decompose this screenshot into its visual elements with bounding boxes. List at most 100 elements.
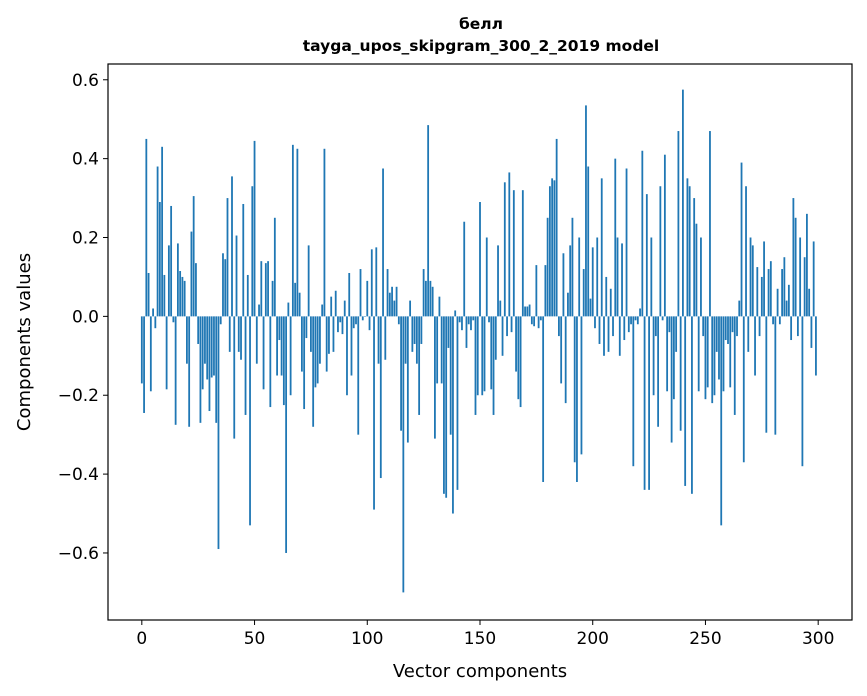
bar-207: [607, 316, 610, 352]
bar-115: [400, 316, 402, 431]
bar-66: [289, 316, 292, 396]
bar-182: [551, 178, 554, 317]
bar-124: [420, 316, 423, 344]
bar-79: [319, 316, 321, 364]
bar-262: [731, 316, 734, 333]
bar-253: [711, 316, 714, 404]
bar-214: [623, 316, 626, 341]
bar-72: [303, 316, 306, 410]
bar-267: [742, 316, 745, 463]
bar-200: [591, 247, 594, 317]
bar-89: [341, 316, 344, 335]
bar-168: [519, 316, 522, 408]
chart-subtitle: tayga_upos_skipgram_300_2_2019 model: [303, 37, 660, 55]
bar-7: [156, 166, 159, 317]
bar-165: [512, 190, 515, 317]
bar-157: [494, 316, 497, 360]
bar-57: [269, 316, 272, 408]
bar-86: [334, 290, 337, 317]
bar-205: [603, 316, 605, 356]
bar-141: [458, 316, 461, 323]
bar-193: [576, 316, 578, 482]
bar-73: [305, 316, 308, 339]
bar-62: [280, 316, 283, 376]
bar-178: [542, 316, 545, 482]
bar-261: [729, 316, 732, 388]
bar-98: [361, 316, 364, 321]
bar-11: [165, 316, 168, 390]
bar-176: [537, 316, 540, 329]
y-axis-label: Components values: [14, 253, 35, 431]
bar-212: [618, 316, 621, 356]
bar-8: [158, 202, 161, 317]
x-tick-label-150: 150: [464, 629, 496, 649]
bar-63: [282, 316, 285, 406]
bar-44: [240, 316, 242, 360]
bar-179: [544, 265, 547, 317]
bar-32: [213, 316, 215, 376]
bar-224: [645, 194, 648, 317]
bar-236: [672, 316, 675, 400]
bar-68: [294, 282, 297, 317]
bar-284: [781, 269, 784, 317]
bar-276: [763, 241, 765, 317]
bar-285: [783, 257, 786, 317]
bar-111: [391, 286, 393, 317]
bar-0: [140, 316, 143, 384]
bar-241: [684, 316, 687, 486]
bar-25: [197, 316, 200, 344]
bar-225: [648, 316, 650, 490]
bar-26: [199, 316, 202, 423]
bar-245: [693, 198, 696, 317]
bar-19: [183, 280, 186, 317]
bar-41: [233, 316, 236, 439]
bar-12: [167, 245, 170, 317]
bar-151: [481, 316, 484, 396]
bar-51: [255, 316, 258, 364]
bar-82: [325, 316, 328, 372]
bar-296: [808, 288, 811, 317]
bar-189: [567, 292, 569, 317]
bar-137: [449, 316, 452, 435]
bar-91: [346, 316, 348, 396]
bar-167: [517, 316, 520, 400]
bar-260: [727, 316, 729, 344]
bar-254: [713, 316, 716, 396]
y-tick-label-0: −0.6: [58, 544, 99, 564]
bar-298: [812, 241, 815, 317]
bar-149: [476, 316, 479, 396]
bar-156: [492, 316, 495, 415]
plot-frame: [107, 63, 853, 621]
bar-61: [278, 316, 281, 341]
bar-242: [686, 178, 689, 317]
bar-209: [612, 316, 614, 337]
bar-194: [578, 237, 581, 317]
bar-109: [386, 269, 389, 317]
bar-240: [682, 89, 684, 317]
bar-180: [546, 217, 549, 317]
bar-99: [364, 316, 366, 317]
bar-270: [749, 237, 752, 317]
bar-34: [217, 316, 220, 550]
bar-181: [548, 186, 551, 317]
bar-139: [454, 310, 457, 317]
bar-36: [222, 253, 224, 317]
bar-222: [641, 150, 644, 317]
bar-294: [803, 257, 806, 317]
bar-13: [170, 205, 173, 317]
bar-67: [291, 144, 294, 317]
bar-147: [472, 316, 475, 321]
bar-197: [585, 105, 587, 317]
bar-198: [587, 166, 590, 317]
bar-54: [262, 316, 265, 390]
bar-58: [271, 280, 274, 317]
bar-201: [594, 316, 596, 329]
bar-255: [715, 316, 718, 352]
bar-52: [258, 304, 260, 317]
bar-40: [231, 176, 233, 317]
bar-125: [422, 269, 425, 317]
bar-71: [300, 316, 303, 372]
bar-56: [267, 261, 269, 317]
bar-20: [186, 316, 188, 364]
